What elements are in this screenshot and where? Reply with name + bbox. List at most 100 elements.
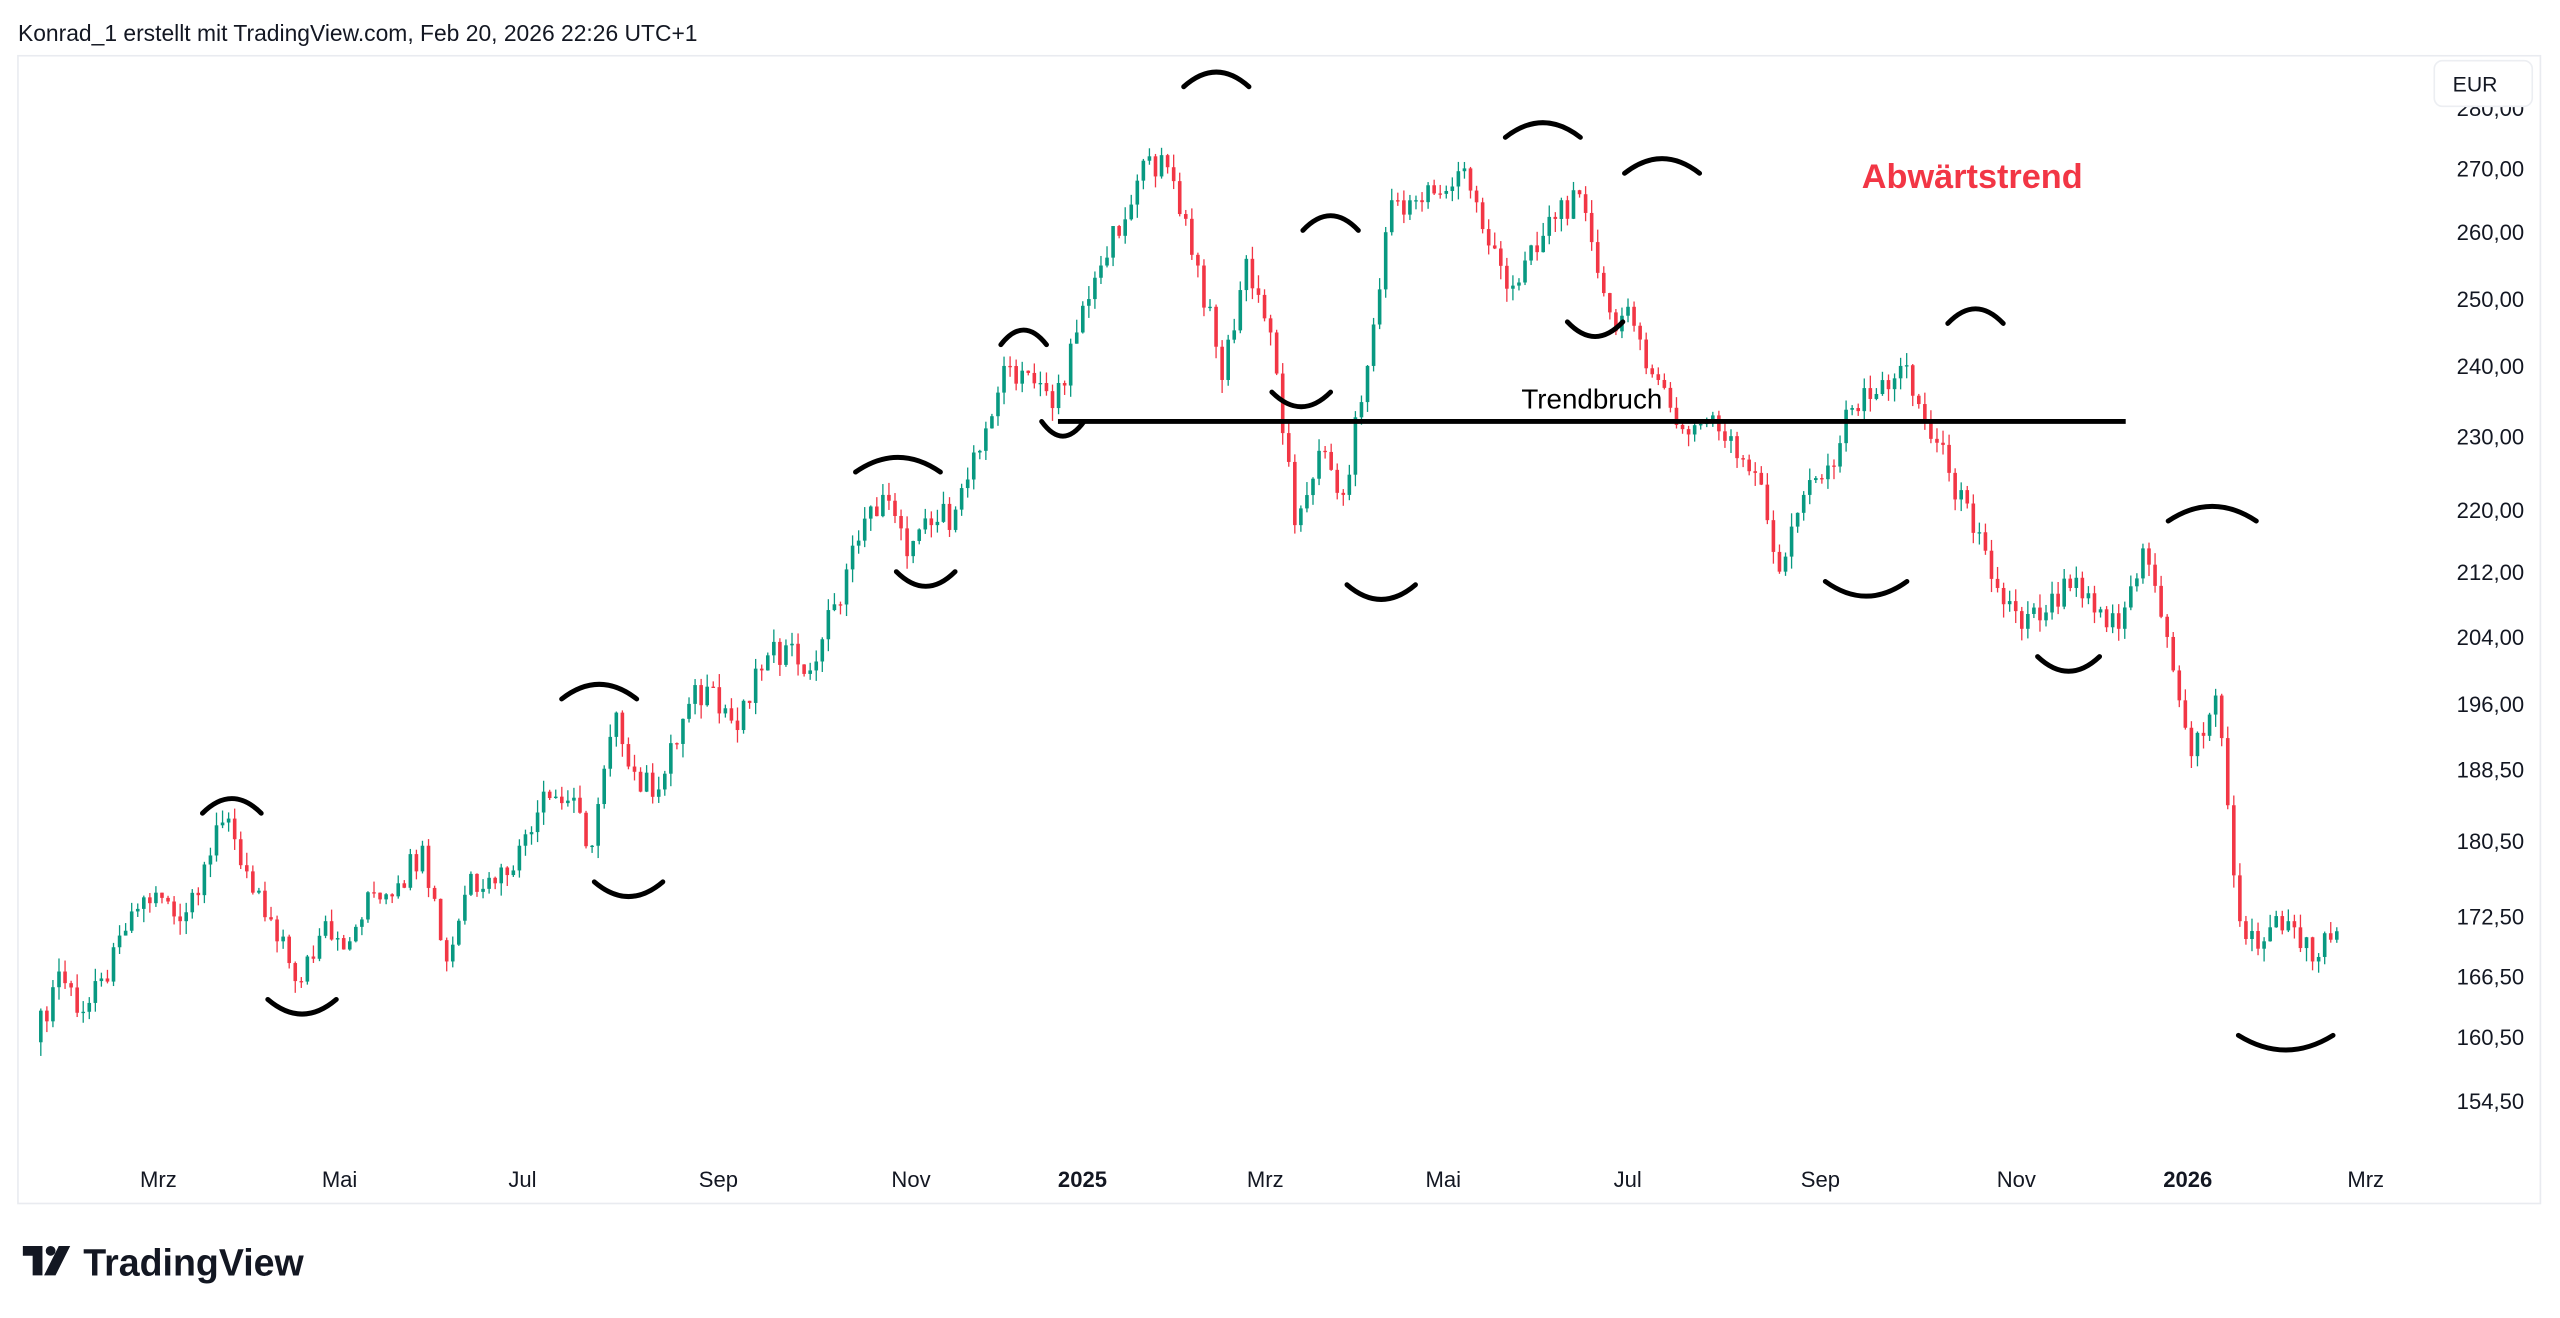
- candle-down: [1644, 332, 1648, 375]
- candle-up: [2098, 606, 2103, 618]
- candle-body: [2322, 933, 2327, 957]
- candle-body: [1735, 436, 1739, 459]
- candle-up: [2135, 573, 2139, 592]
- candle-body: [1099, 265, 1103, 278]
- candle-body: [2092, 593, 2097, 613]
- resistance-arc-drawing[interactable]: [1622, 156, 1703, 176]
- candle-up: [814, 650, 819, 681]
- candle-body: [1698, 424, 1703, 426]
- candle-body: [354, 926, 358, 942]
- candle-body: [1147, 156, 1152, 161]
- time-tick-label: 2025: [1058, 1167, 1107, 1192]
- candle-down: [1274, 329, 1279, 376]
- candle-down: [1723, 420, 1727, 448]
- candle-down: [1044, 372, 1049, 396]
- candle-body: [547, 791, 552, 799]
- candle-down: [1268, 314, 1273, 346]
- support-arc-drawing[interactable]: [893, 569, 958, 589]
- support-arc-drawing[interactable]: [1269, 389, 1334, 410]
- candle-up: [590, 844, 594, 853]
- candle-down: [378, 892, 382, 904]
- candle-body: [1959, 490, 1963, 500]
- resistance-arc-drawing[interactable]: [1300, 213, 1361, 233]
- candle-down: [2177, 665, 2182, 708]
- resistance-arc-drawing[interactable]: [1502, 120, 1583, 140]
- candle-down: [1420, 192, 1424, 212]
- candle-body: [244, 865, 249, 872]
- trendbreak-label: Trendbruch: [1521, 383, 1662, 414]
- candle-body: [1935, 438, 1939, 443]
- candle-up: [1729, 429, 1733, 453]
- support-arc-drawing[interactable]: [2235, 1032, 2336, 1053]
- support-arc-drawing[interactable]: [1822, 579, 1910, 599]
- downtrend-label: Abwärtstrend: [1862, 158, 2083, 196]
- resistance-arc-drawing[interactable]: [200, 796, 264, 816]
- resistance-arc-drawing[interactable]: [1181, 69, 1252, 90]
- candle-down: [759, 664, 764, 681]
- resistance-arc-drawing[interactable]: [853, 454, 943, 475]
- support-arc-drawing[interactable]: [1344, 582, 1418, 602]
- time-axis[interactable]: Mrz Mai Jul Sep Nov 2025 Mrz Mai Jul Sep Nov 2026 Mr…: [140, 1167, 2384, 1192]
- candle-body: [1910, 365, 1915, 396]
- candle-body: [796, 643, 800, 665]
- candle-body: [984, 428, 988, 451]
- support-arc-drawing[interactable]: [591, 879, 666, 899]
- drawings: [200, 69, 2336, 1053]
- currency-button[interactable]: [2433, 59, 2534, 108]
- candle-body: [2183, 700, 2188, 728]
- price-axis[interactable]: 280,00270,00260,00250,00240,00230,00220,…: [2457, 96, 2524, 1114]
- candle-down: [2171, 632, 2176, 673]
- candle-body: [2110, 613, 2115, 628]
- candle-body: [626, 744, 631, 767]
- candle-body: [2056, 593, 2060, 607]
- candle-down: [893, 493, 897, 524]
- support-arc-drawing[interactable]: [265, 996, 339, 1017]
- candle-down: [2038, 594, 2042, 632]
- candle-down: [2328, 922, 2333, 943]
- candle-body: [2335, 931, 2339, 940]
- candle-body: [390, 894, 394, 897]
- support-arc-drawing[interactable]: [1039, 419, 1087, 439]
- candle-up: [596, 797, 600, 859]
- candle-up: [87, 997, 92, 1020]
- candle-body: [99, 978, 104, 982]
- candle-body: [202, 864, 207, 896]
- support-arc-drawing[interactable]: [1564, 319, 1626, 339]
- candle-body: [1674, 407, 1679, 425]
- candle-body: [2135, 578, 2139, 587]
- candle-body: [990, 416, 994, 429]
- candle-body: [978, 450, 982, 453]
- candle-body: [1365, 365, 1370, 403]
- candle-up: [317, 928, 322, 962]
- candle-body: [2280, 916, 2285, 931]
- resistance-arc-drawing[interactable]: [559, 681, 640, 702]
- candle-up: [1159, 147, 1164, 179]
- candle-body: [1898, 365, 1903, 379]
- resistance-arc-drawing[interactable]: [1945, 306, 2006, 326]
- price-tick-label: 204,00: [2457, 625, 2524, 650]
- candle-body: [1208, 306, 1212, 309]
- candle-body: [2316, 956, 2321, 962]
- candle-body: [1305, 495, 1309, 509]
- candle-body: [1747, 459, 1751, 472]
- candle-body: [469, 873, 473, 895]
- candle-down: [929, 511, 934, 538]
- resistance-arc-drawing[interactable]: [2165, 504, 2259, 524]
- candle-body: [753, 668, 758, 703]
- candle-body: [2122, 607, 2127, 629]
- tradingview-logo[interactable]: TradingView: [22, 1241, 305, 1283]
- candle-body: [650, 772, 655, 797]
- candle-up: [1826, 453, 1830, 489]
- support-arc-drawing[interactable]: [2035, 654, 2103, 674]
- candle-down: [238, 831, 243, 869]
- candle-down: [1438, 184, 1443, 199]
- candle-down: [1341, 489, 1346, 506]
- candle-body: [1450, 186, 1455, 191]
- candle-body: [1153, 156, 1158, 177]
- resistance-arc-drawing[interactable]: [998, 327, 1049, 348]
- candle-body: [2147, 548, 2151, 565]
- candle-body: [1020, 370, 1025, 384]
- candle-body: [1353, 417, 1358, 475]
- candle-body: [1517, 282, 1521, 286]
